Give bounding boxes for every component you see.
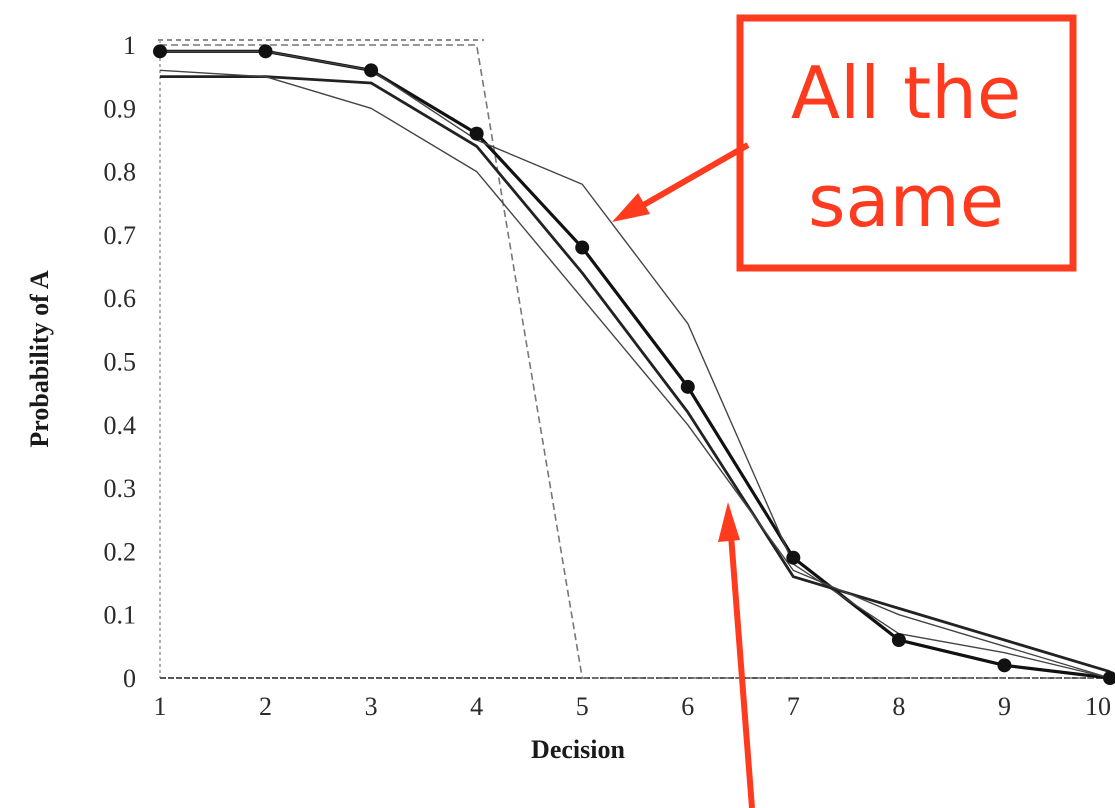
y-tick-label: 0.4 xyxy=(104,411,137,440)
annotation-text-line-1: All the xyxy=(791,51,1021,135)
series-line-2 xyxy=(160,49,1111,680)
annotation-arrow-upper-head xyxy=(612,193,650,222)
series-marker xyxy=(364,63,379,78)
series-marker xyxy=(469,126,484,141)
plot-frame xyxy=(158,39,1112,679)
y-tick-labels: 0 0.1 0.2 0.3 0.4 0.5 0.6 0.7 0.8 0.9 1 xyxy=(104,31,137,693)
y-tick-label: 0.3 xyxy=(104,474,137,503)
y-tick-label: 0.8 xyxy=(104,158,137,187)
x-tick-label: 5 xyxy=(576,692,589,721)
y-tick-label: 0.7 xyxy=(104,221,137,250)
annotation-callout: All the same xyxy=(612,14,1077,808)
x-tick-labels: 1 2 3 4 5 6 7 8 9 10 xyxy=(154,692,1112,721)
series-line-5 xyxy=(159,69,1111,679)
series-marker xyxy=(891,633,906,648)
x-tick-label: 3 xyxy=(365,692,378,721)
series-line-1 xyxy=(160,44,1110,679)
x-tick-label: 9 xyxy=(998,692,1011,721)
y-axis-label: Probability of A xyxy=(25,270,54,447)
x-tick-label: 10 xyxy=(1085,692,1111,721)
x-tick-label: 6 xyxy=(681,692,694,721)
y-tick-label: 0.5 xyxy=(104,348,137,377)
y-tick-label: 1 xyxy=(123,31,136,60)
x-tick-label: 4 xyxy=(470,692,483,721)
series-markers xyxy=(153,44,1115,685)
series-marker xyxy=(680,379,695,394)
annotation-text-line-2: same xyxy=(808,159,1004,243)
x-tick-label: 1 xyxy=(154,692,167,721)
x-tick-label: 7 xyxy=(787,692,800,721)
series-marker xyxy=(997,658,1012,673)
x-axis-label: Decision xyxy=(531,735,625,764)
series-marker xyxy=(575,240,590,255)
y-tick-label: 0.9 xyxy=(104,94,137,123)
y-tick-label: 0.6 xyxy=(104,284,137,313)
x-tick-label: 8 xyxy=(892,692,905,721)
series-marker xyxy=(1103,671,1115,685)
series-marker xyxy=(153,44,167,59)
y-tick-label: 0.2 xyxy=(104,537,137,566)
y-tick-label: 0 xyxy=(123,664,136,693)
series-marker xyxy=(786,550,801,565)
annotation-box xyxy=(736,14,1077,272)
y-tick-label: 0.1 xyxy=(104,601,137,630)
series-line-3 xyxy=(160,50,1111,679)
annotation-arrow-lower-head xyxy=(718,502,740,542)
series-marker xyxy=(258,44,273,59)
annotation-arrow-lower-shaft xyxy=(728,534,755,808)
x-tick-label: 2 xyxy=(259,692,272,721)
annotation-arrow-upper-shaft xyxy=(638,142,750,210)
series-lines xyxy=(159,44,1111,680)
series-line-4 xyxy=(160,75,1111,674)
